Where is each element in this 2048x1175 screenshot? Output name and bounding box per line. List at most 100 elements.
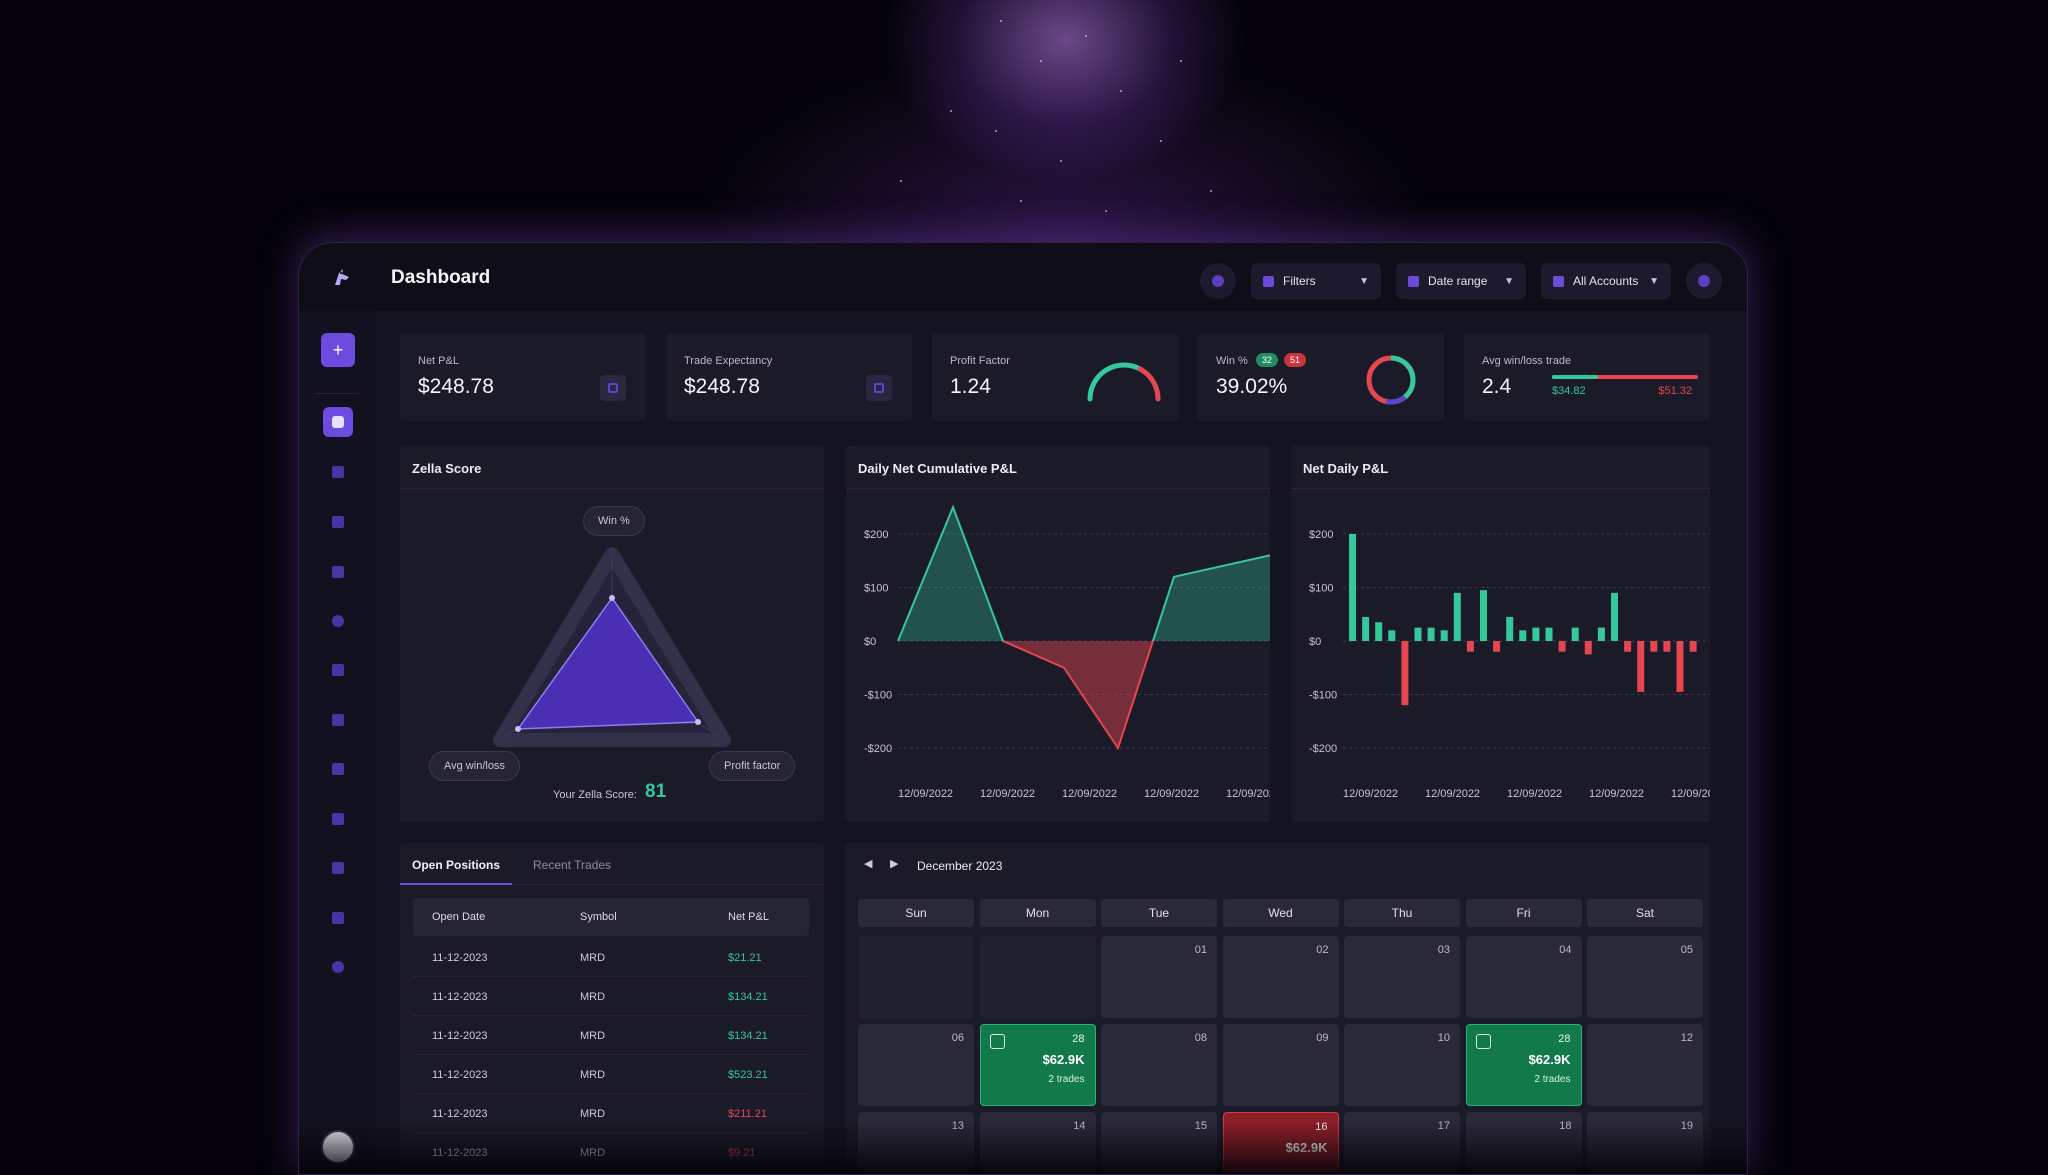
page-title: Dashboard (391, 267, 491, 288)
x-tick-label: 12/09/2022 (1343, 788, 1398, 800)
calendar-day[interactable]: 02 (1222, 936, 1339, 1018)
table-row[interactable]: 11-12-2023 MRD $21.21 (413, 938, 809, 977)
calendar-icon (1408, 275, 1419, 287)
notifications-button[interactable] (1686, 263, 1722, 299)
calendar-day[interactable]: 09 (1222, 1024, 1339, 1106)
x-tick-label: 12/09/2022 (1671, 788, 1710, 800)
star (1210, 190, 1212, 192)
calendar-day[interactable]: 28 $62.9K 2 trades (1465, 1024, 1582, 1106)
settings-button[interactable] (1200, 263, 1236, 299)
calendar-day[interactable]: 06 (858, 1024, 974, 1106)
accounts-button[interactable]: All Accounts ▼ (1541, 263, 1671, 299)
users-icon (332, 862, 344, 874)
calendar-day[interactable]: 01 (1101, 936, 1217, 1018)
sidebar-item-dashboard[interactable] (323, 407, 353, 437)
avg-loss-value: $51.32 (1658, 385, 1692, 397)
prev-month-icon[interactable]: ◀ (864, 858, 873, 870)
chevron-down-icon: ▼ (1649, 275, 1659, 287)
table-cell: MRD (580, 952, 606, 964)
bottom-fade (299, 1122, 1747, 1174)
sidebar-item-university[interactable] (327, 907, 349, 929)
calendar-day[interactable]: 04 (1465, 936, 1582, 1018)
tab-open-positions[interactable]: Open Positions (412, 858, 501, 872)
sidebar-divider (315, 393, 359, 394)
star (1060, 160, 1062, 162)
table-row[interactable]: 11-12-2023 MRD $134.21 (413, 1016, 809, 1055)
sidebar-item-community[interactable] (327, 857, 349, 879)
info-icon[interactable] (600, 375, 626, 401)
bar (1676, 641, 1684, 692)
date-range-button[interactable]: Date range ▼ (1396, 263, 1526, 299)
sidebar-item-notes[interactable] (327, 758, 349, 780)
calendar-day[interactable]: 12 (1587, 1024, 1703, 1106)
wins-badge: 32 (1256, 353, 1279, 367)
y-tick-label: $0 (1309, 636, 1321, 648)
panel-divider (846, 488, 1270, 489)
table-row[interactable]: 11-12-2023 MRD $523.21 (413, 1055, 809, 1094)
bar (1375, 622, 1383, 641)
kpi-win-pct: Win % 32 51 39.02% (1198, 333, 1444, 421)
filters-label: Filters (1283, 274, 1316, 288)
zella-score-value: 81 (645, 781, 667, 802)
bar (1558, 641, 1566, 652)
sidebar-item-notebook[interactable] (327, 709, 349, 731)
table-cell: $211.21 (728, 1108, 767, 1120)
x-tick-label: 12/09/2022 (1425, 788, 1480, 800)
panel-divider (1291, 488, 1710, 489)
calendar-day[interactable]: 08 (1101, 1024, 1217, 1106)
avg-win-value: $34.82 (1552, 385, 1586, 397)
y-tick-label: -$100 (1309, 690, 1337, 702)
bar (1388, 630, 1396, 641)
calendar-day[interactable]: 05 (1587, 936, 1703, 1018)
table-row[interactable]: 11-12-2023 MRD $134.21 (413, 977, 809, 1016)
filters-button[interactable]: Filters ▼ (1251, 263, 1381, 299)
y-tick-label: $100 (1309, 583, 1333, 595)
column-header: Symbol (580, 911, 617, 923)
clock-icon (332, 615, 344, 627)
day-of-week-header: Fri (1465, 899, 1582, 927)
star (1160, 140, 1162, 142)
x-tick-label: 12/09/2022 (980, 788, 1035, 800)
kpi-net-pnl: Net P&L $248.78 (400, 333, 646, 421)
sidebar-item-layers[interactable] (327, 659, 349, 681)
table-cell: MRD (580, 991, 606, 1003)
star (1040, 60, 1042, 62)
note-icon (1475, 1034, 1491, 1049)
note-icon (989, 1034, 1005, 1049)
bar (1440, 630, 1448, 641)
day-number: 06 (951, 1032, 964, 1044)
day-number: 10 (1437, 1032, 1450, 1044)
tab-recent-trades[interactable]: Recent Trades (533, 858, 612, 872)
sidebar-item-journal[interactable] (327, 511, 349, 533)
sidebar-item-playbook[interactable] (327, 808, 349, 830)
kpi-value: 1.24 (950, 375, 991, 398)
next-month-icon[interactable]: ▶ (890, 858, 899, 870)
add-trade-button[interactable]: + (321, 333, 355, 367)
layers-icon (332, 664, 344, 676)
bar (1624, 641, 1632, 652)
kpi-label: Net P&L (418, 355, 459, 367)
dashboard-icon (332, 416, 344, 428)
calendar-day[interactable]: 03 (1344, 936, 1460, 1018)
analytics-icon (332, 566, 344, 578)
book-icon (332, 714, 344, 726)
day-of-week-header: Sun (858, 899, 974, 927)
sidebar-item-timer[interactable] (327, 610, 349, 632)
sidebar-item-analytics[interactable] (327, 561, 349, 583)
day-of-week-header: Sat (1587, 899, 1703, 927)
kpi-profit-factor: Profit Factor 1.24 (932, 333, 1178, 421)
sidebar-item-support[interactable] (327, 956, 349, 978)
kpi-trade-expectancy: Trade Expectancy $248.78 (666, 333, 912, 421)
sidebar-item-reports[interactable] (327, 461, 349, 483)
calendar-day[interactable]: 28 $62.9K 2 trades (979, 1024, 1096, 1106)
calendar-day[interactable]: 10 (1344, 1024, 1460, 1106)
logo-icon (335, 269, 349, 285)
win-portion (1552, 375, 1598, 379)
table-cell: MRD (580, 1030, 606, 1042)
kpi-value: 2.4 (1482, 375, 1512, 398)
panel-title: Net Daily P&L (1303, 461, 1389, 476)
info-icon[interactable] (866, 375, 892, 401)
day-number: 28 (1072, 1033, 1085, 1045)
positions-table-header: Open Date Symbol Net P&L (413, 898, 809, 936)
column-header: Net P&L (728, 911, 769, 923)
